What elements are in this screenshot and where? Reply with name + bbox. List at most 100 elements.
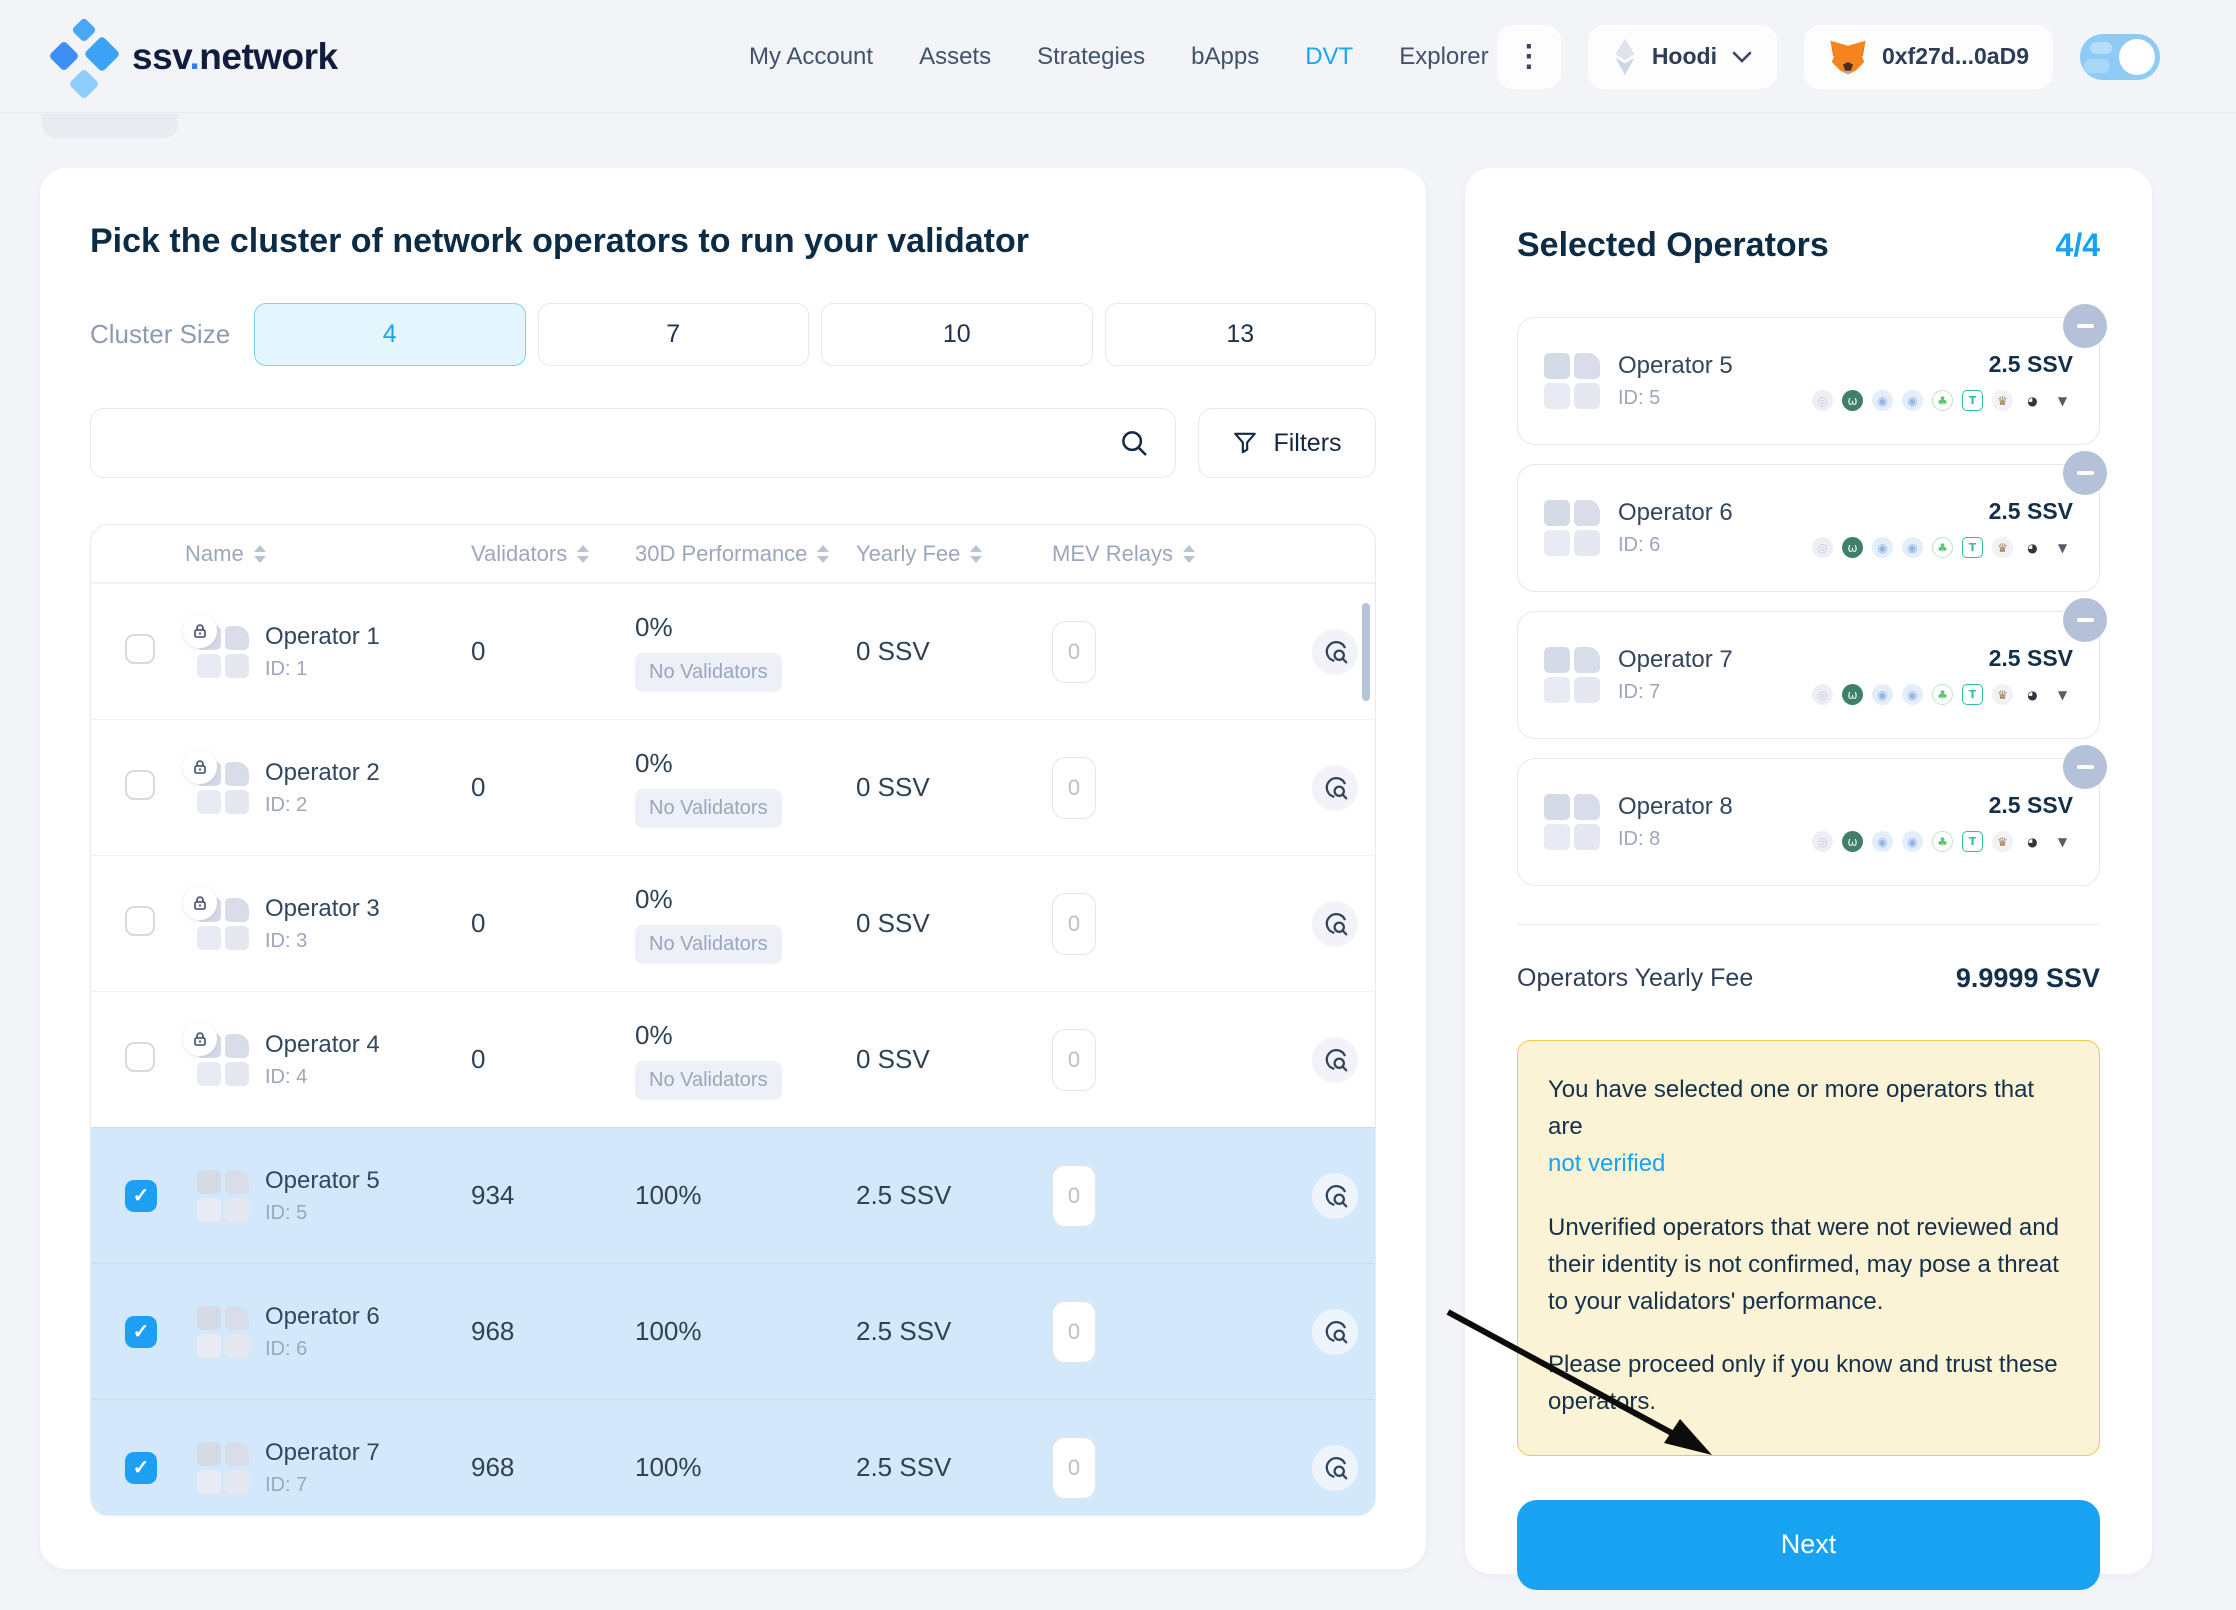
wallet-button[interactable]: 0xf27d...0aD9: [1803, 24, 2053, 89]
nav-strategies[interactable]: Strategies: [1037, 42, 1146, 70]
explorer-link-button[interactable]: [1312, 1172, 1358, 1219]
explorer-link-button[interactable]: [1312, 900, 1358, 947]
performance-value: 0%: [635, 883, 673, 914]
mev-relays-count[interactable]: 0: [1052, 892, 1096, 955]
operator-name: Operator 7: [265, 1438, 380, 1466]
operator-avatar: [183, 613, 249, 678]
row-checkbox-checked[interactable]: ✓: [125, 1315, 157, 1348]
filters-button[interactable]: Filters: [1198, 408, 1376, 478]
explorer-link-button[interactable]: [1312, 1036, 1358, 1083]
row-checkbox-checked[interactable]: ✓: [125, 1179, 157, 1212]
mev-relay-1: ◎: [1812, 537, 1833, 558]
nav-bapps[interactable]: bApps: [1191, 42, 1260, 70]
operator-search-input[interactable]: [117, 429, 1119, 457]
mev-relay-5: ♣: [1932, 390, 1953, 411]
remove-operator-button[interactable]: [2063, 745, 2107, 789]
mev-relay-2: ω: [1842, 831, 1863, 852]
mev-relay-icons: ◎ ω ◉ ◉ ♣ T ♛ ◕ ▼: [1812, 537, 2073, 558]
no-validators-badge: No Validators: [635, 924, 782, 964]
sort-icon: [1183, 544, 1196, 563]
nav-my-account[interactable]: My Account: [749, 42, 874, 70]
mev-relays-count[interactable]: 0: [1052, 1436, 1096, 1499]
row-checkbox[interactable]: [125, 906, 155, 936]
sort-icon: [577, 544, 590, 563]
mev-relays-count[interactable]: 0: [1052, 620, 1096, 683]
performance-value: 100%: [635, 1180, 702, 1210]
ssv-logo-icon: [50, 18, 119, 98]
explorer-link-button[interactable]: [1312, 1308, 1358, 1355]
cluster-size-13-button[interactable]: 13: [1104, 303, 1376, 366]
mev-relay-2: ω: [1842, 684, 1863, 705]
validators-count: 968: [471, 1452, 515, 1482]
mev-relay-4: ◉: [1902, 390, 1923, 411]
cluster-size-10-button[interactable]: 10: [821, 303, 1093, 366]
operator-name: Operator 3: [265, 894, 380, 922]
remove-operator-button[interactable]: [2063, 451, 2107, 495]
mev-relay-2: ω: [1842, 390, 1863, 411]
remove-operator-button[interactable]: [2063, 598, 2107, 642]
operator-name: Operator 5: [1618, 352, 1733, 379]
table-row-operator-5[interactable]: ✓ Operator 5 ID: 5 934 100% 2.5 SSV 0: [91, 1127, 1375, 1263]
column-header-performance[interactable]: 30D Performance: [635, 541, 856, 567]
row-checkbox-checked[interactable]: ✓: [125, 1451, 157, 1484]
ssv-network-logo[interactable]: ssv.network: [46, 16, 338, 98]
explorer-link-button[interactable]: [1312, 764, 1358, 811]
mev-relay-7: ♛: [1992, 390, 2013, 411]
operator-id: ID: 2: [265, 793, 308, 816]
operator-id: ID: 6: [265, 1337, 308, 1360]
table-row-operator-3[interactable]: Operator 3 ID: 3 0 0% No Validators 0 SSV …: [91, 855, 1375, 991]
column-header-yearly-fee[interactable]: Yearly Fee: [856, 541, 1052, 567]
column-header-mev-relays[interactable]: MEV Relays: [1052, 541, 1270, 567]
search-box[interactable]: [90, 408, 1176, 478]
navbar-right-controls: ⋮ Hoodi 0xf27d...0aD9: [1496, 0, 2160, 113]
mev-relays-count[interactable]: 0: [1052, 1300, 1096, 1363]
selected-operators-title: Selected Operators: [1517, 226, 1829, 264]
mev-relays-count[interactable]: 0: [1052, 1164, 1096, 1227]
operator-id: ID: 4: [265, 1065, 308, 1088]
table-row-operator-7[interactable]: ✓ Operator 7 ID: 7 968 100% 2.5 SSV 0: [91, 1399, 1375, 1515]
row-checkbox[interactable]: [125, 1042, 155, 1072]
mev-relays-count[interactable]: 0: [1052, 756, 1096, 819]
mev-relays-count[interactable]: 0: [1052, 1028, 1096, 1091]
table-scrollbar[interactable]: [1362, 603, 1370, 701]
table-row-operator-6[interactable]: ✓ Operator 6 ID: 6 968 100% 2.5 SSV 0: [91, 1263, 1375, 1399]
mev-relay-6: T: [1962, 684, 1983, 705]
yearly-fee-total: 9.9999 SSV: [1955, 963, 2100, 993]
network-selector[interactable]: Hoodi: [1587, 24, 1777, 89]
operator-avatar: [1544, 647, 1600, 703]
table-row-operator-2[interactable]: Operator 2 ID: 2 0 0% No Validators 0 SSV …: [91, 719, 1375, 855]
operator-avatar: [183, 1021, 249, 1086]
row-checkbox[interactable]: [125, 770, 155, 800]
selected-operator-card-5: Operator 5 ID: 5 2.5 SSV ◎ ω ◉ ◉ ♣ T ♛ ◕ ▼: [1517, 304, 2107, 445]
theme-toggle[interactable]: [2080, 33, 2160, 80]
operator-fee: 2.5 SSV: [1988, 351, 2073, 377]
explorer-link-button[interactable]: [1312, 628, 1358, 675]
column-header-name[interactable]: Name: [163, 541, 471, 567]
nav-dvt[interactable]: DVT: [1305, 42, 1354, 70]
next-button[interactable]: Next: [1517, 1499, 2100, 1590]
not-verified-link[interactable]: not verified: [1548, 1150, 1666, 1178]
nav-assets[interactable]: Assets: [919, 42, 992, 70]
operator-fee: 2.5 SSV: [1988, 792, 2073, 818]
nav-explorer[interactable]: Explorer: [1399, 42, 1489, 70]
operator-name: Operator 2: [265, 758, 380, 786]
table-row-operator-4[interactable]: Operator 4 ID: 4 0 0% No Validators 0 SSV …: [91, 991, 1375, 1127]
column-header-validators[interactable]: Validators: [471, 541, 635, 567]
more-menu-button[interactable]: ⋮: [1496, 24, 1561, 89]
row-checkbox[interactable]: [125, 634, 155, 664]
cluster-size-7-button[interactable]: 7: [537, 303, 809, 366]
mev-relay-9: ▼: [2057, 834, 2068, 849]
explorer-link-button[interactable]: [1312, 1444, 1358, 1491]
operator-id: ID: 1: [265, 657, 308, 680]
table-row-operator-1[interactable]: Operator 1 ID: 1 0 0% No Validators 0 SSV …: [91, 583, 1375, 719]
performance-value: 100%: [635, 1452, 702, 1482]
cluster-size-4-button[interactable]: 4: [254, 303, 526, 366]
remove-operator-button[interactable]: [2063, 304, 2107, 348]
operator-id: ID: 5: [1618, 387, 1661, 409]
no-validators-badge: No Validators: [635, 1060, 782, 1100]
selected-operator-cards: Operator 5 ID: 5 2.5 SSV ◎ ω ◉ ◉ ♣ T ♛ ◕ ▼ Operat…: [1517, 304, 2107, 886]
warning-paragraph: Unverified operators that were not revie…: [1548, 1213, 2059, 1315]
operator-id: ID: 5: [265, 1201, 308, 1224]
search-filter-row: Filters: [90, 408, 1376, 478]
warning-line: You have selected one or more operators …: [1548, 1076, 2035, 1141]
